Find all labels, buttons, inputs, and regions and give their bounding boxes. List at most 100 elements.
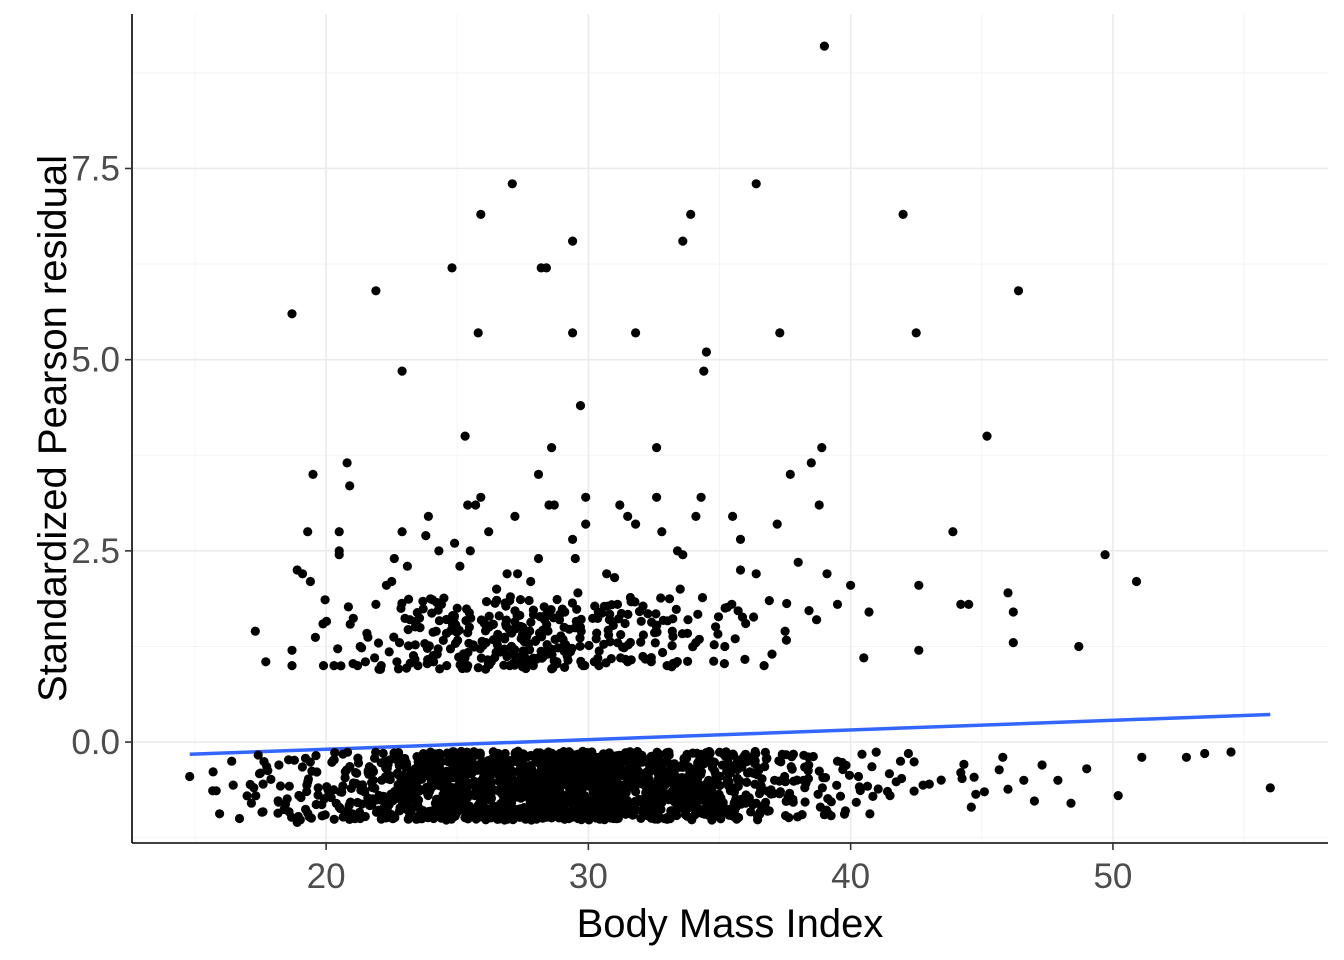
data-point <box>1019 775 1029 785</box>
data-point <box>509 777 519 787</box>
data-point <box>302 786 312 797</box>
data-point <box>696 767 707 777</box>
data-point <box>657 527 667 537</box>
data-point <box>592 797 602 808</box>
data-point <box>478 640 488 651</box>
data-point <box>539 602 549 612</box>
data-point <box>541 610 551 620</box>
data-point <box>369 783 379 793</box>
data-point <box>377 775 387 785</box>
data-point <box>513 569 523 579</box>
data-point <box>448 611 458 621</box>
data-point <box>671 604 681 615</box>
data-point <box>721 762 731 772</box>
data-point <box>334 527 344 537</box>
data-point <box>457 653 467 663</box>
data-point <box>401 663 412 673</box>
data-point <box>753 815 763 825</box>
data-point <box>964 599 974 610</box>
data-point <box>371 807 382 817</box>
data-point <box>486 783 496 794</box>
data-point <box>823 794 833 804</box>
data-point <box>760 762 770 772</box>
data-point <box>473 663 483 673</box>
data-point <box>293 811 303 822</box>
data-point <box>1137 752 1147 762</box>
data-point <box>746 807 756 817</box>
data-point <box>263 766 273 776</box>
data-point <box>688 642 698 652</box>
data-point <box>776 757 786 767</box>
data-point <box>713 612 724 622</box>
data-point <box>461 759 472 769</box>
data-point <box>342 458 352 468</box>
data-point <box>645 793 655 803</box>
data-point <box>410 616 421 627</box>
data-point <box>460 431 470 441</box>
data-point <box>697 787 707 797</box>
data-point <box>253 750 263 760</box>
data-point <box>310 632 320 643</box>
data-point <box>650 782 660 792</box>
data-point <box>822 569 832 579</box>
data-point <box>642 774 652 785</box>
data-point <box>284 755 294 765</box>
data-point <box>909 757 919 767</box>
data-point <box>652 443 662 453</box>
data-point <box>589 657 599 667</box>
data-point <box>1200 748 1210 759</box>
data-point <box>257 807 267 817</box>
data-point <box>390 813 400 823</box>
data-point <box>865 809 875 819</box>
data-point <box>819 41 830 51</box>
data-point <box>817 443 827 453</box>
data-point <box>511 792 521 802</box>
data-point <box>433 768 443 778</box>
data-point <box>593 806 603 816</box>
data-point <box>424 641 434 651</box>
data-point <box>381 580 391 590</box>
data-point <box>476 492 486 502</box>
data-point <box>695 795 706 805</box>
data-point <box>303 527 313 537</box>
data-point <box>588 613 598 624</box>
data-point <box>864 607 874 617</box>
data-point <box>576 776 586 786</box>
data-point <box>397 527 407 537</box>
data-point <box>564 747 574 757</box>
data-point <box>570 553 580 564</box>
data-point <box>215 809 225 819</box>
data-point <box>732 814 742 824</box>
data-point <box>375 664 386 674</box>
data-point <box>474 812 484 822</box>
data-point <box>405 794 415 804</box>
data-point <box>909 786 919 796</box>
data-point <box>446 625 456 636</box>
data-point <box>530 775 540 785</box>
data-point <box>577 784 587 795</box>
data-point <box>636 637 646 647</box>
data-point <box>643 609 653 619</box>
data-point <box>516 633 526 644</box>
data-point <box>392 768 403 778</box>
data-point <box>656 593 666 603</box>
data-point <box>724 779 734 789</box>
data-point <box>460 771 470 781</box>
data-point <box>623 640 634 650</box>
data-point <box>593 607 603 617</box>
data-point <box>751 569 761 579</box>
y-axis-ticks: 0.0 2.5 5.0 7.5 <box>71 149 132 762</box>
data-point <box>785 469 795 479</box>
data-point <box>428 595 438 605</box>
data-point <box>515 610 525 621</box>
data-point <box>410 778 420 788</box>
data-point <box>481 664 491 674</box>
data-point <box>616 608 627 619</box>
data-point <box>501 621 511 631</box>
data-point <box>311 751 321 761</box>
data-point <box>371 747 381 757</box>
data-point <box>969 772 979 782</box>
data-point <box>680 754 691 764</box>
data-point <box>713 629 723 639</box>
data-point <box>694 779 704 790</box>
